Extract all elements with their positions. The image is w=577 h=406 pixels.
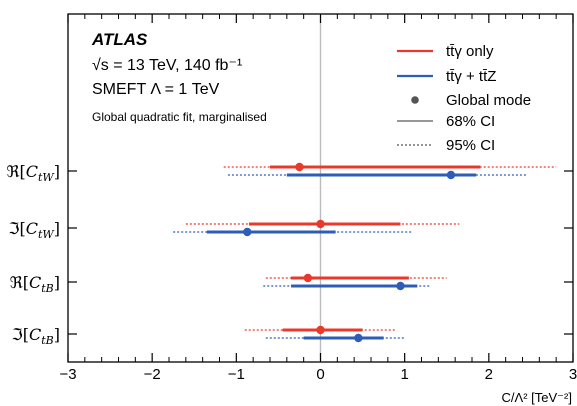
global-mode-point [446, 170, 456, 180]
x-tick-label: 1 [400, 366, 408, 383]
global-mode-point [396, 281, 405, 291]
plot-layer: −3 −2 −1 0 1 2 3 ℜ[CtW] ℑ[CtW] ℜ[CtB] ℑ[CtB] tt̄γ o… [7, 13, 577, 383]
model-label: SMEFT Λ = 1 TeV [92, 81, 220, 98]
legend-global-mode-swatch [411, 96, 419, 104]
x-tick-label: −1 [228, 366, 245, 383]
legend-ci68-label: 68% CI [446, 113, 495, 130]
legend-ci95-label: 95% CI [446, 137, 495, 154]
x-tick-label: −3 [59, 366, 76, 383]
energy-label: √s = 13 TeV, 140 fb⁻¹ [92, 57, 242, 74]
global-mode-point [316, 325, 325, 335]
legend-series-2-label: tt̄γ + tt̄Z [446, 68, 496, 85]
fit-label: Global quadratic fit, marginalised [92, 110, 267, 124]
global-mode-point [354, 333, 363, 343]
x-tick-label: 3 [569, 366, 577, 383]
x-tick-label: 2 [485, 366, 493, 383]
label-layer: ATLAS √s = 13 TeV, 140 fb⁻¹ SMEFT Λ = 1 … [91, 30, 572, 405]
category-label: ℑ[CtW] [8, 219, 60, 241]
legend-global-mode-label: Global mode [446, 92, 531, 109]
global-mode-point [243, 227, 252, 237]
legend-series-1-label: tt̄γ only [446, 43, 494, 60]
category-label: ℑ[CtB] [12, 325, 60, 347]
category-label: ℜ[CtB] [10, 273, 60, 295]
global-mode-point [295, 162, 304, 172]
global-mode-point [316, 219, 325, 229]
global-mode-point [303, 273, 313, 283]
x-tick-label: 0 [316, 366, 324, 383]
experiment-label: ATLAS [91, 30, 148, 49]
x-axis-label: C/Λ² [TeV⁻²] [502, 390, 572, 405]
category-label: ℜ[CtW] [7, 162, 61, 184]
x-tick-label: −2 [144, 366, 161, 383]
